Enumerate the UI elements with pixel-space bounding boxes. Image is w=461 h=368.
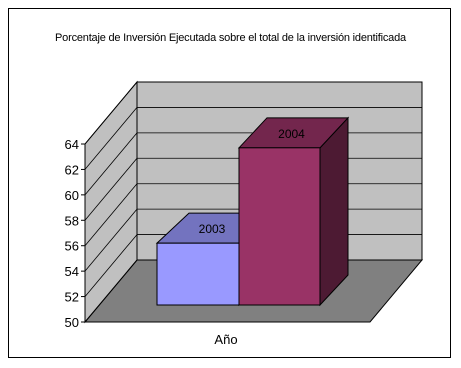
gridline-side (84, 183, 138, 246)
chart-title: Porcentaje de Inversión Ejecutada sobre … (55, 32, 406, 44)
gridline-side (84, 158, 138, 221)
y-tick-label: 54 (65, 264, 79, 279)
gridline-side (84, 132, 138, 196)
y-tick-label: 64 (65, 137, 79, 152)
y-tick-label: 52 (65, 290, 79, 305)
y-tick-label: 62 (65, 162, 79, 177)
bar-2004 (238, 147, 321, 306)
data-label-2004: 2004 (278, 127, 305, 141)
gridline-side (84, 107, 138, 170)
gridline-side (84, 234, 138, 297)
y-tick-label: 50 (65, 315, 79, 330)
data-label-2003: 2003 (199, 222, 226, 236)
y-tick-label: 60 (65, 188, 79, 203)
gridline-side (84, 208, 138, 272)
x-axis-label: Año (214, 332, 237, 347)
y-tick-label: 56 (65, 239, 79, 254)
gridline-side (84, 259, 138, 323)
y-tick-label: 58 (65, 213, 79, 228)
gridline-side (84, 81, 138, 145)
bar-2003 (156, 242, 240, 306)
bar-side (319, 116, 349, 307)
